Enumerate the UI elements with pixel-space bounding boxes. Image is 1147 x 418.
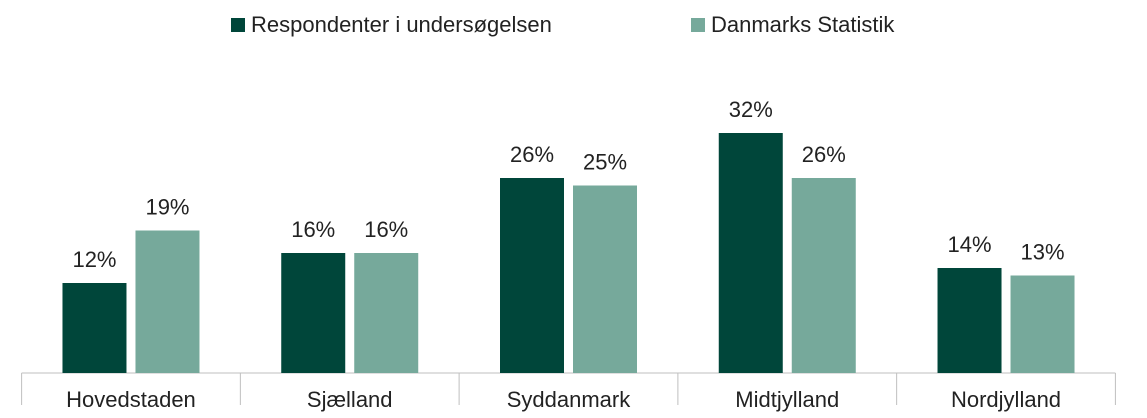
value-label: 14% [947, 232, 991, 257]
value-label: 19% [145, 194, 189, 219]
value-label: 12% [72, 247, 116, 272]
x-tick-label: Nordjylland [951, 387, 1061, 412]
legend-label: Respondenter i undersøgelsen [251, 12, 552, 37]
value-label: 16% [291, 217, 335, 242]
legend-swatch [231, 18, 245, 32]
bar [791, 178, 856, 373]
x-tick-label: Syddanmark [507, 387, 632, 412]
bar [937, 268, 1002, 373]
bar [135, 230, 200, 373]
value-label: 26% [802, 142, 846, 167]
bar [718, 133, 783, 373]
bar [1010, 275, 1075, 373]
bar [281, 253, 346, 373]
bar [573, 185, 637, 373]
x-tick-label: Hovedstaden [66, 387, 196, 412]
value-label: 13% [1020, 239, 1064, 264]
legend-swatch [691, 18, 705, 32]
bar [500, 178, 564, 373]
value-label: 32% [729, 97, 773, 122]
bar [62, 283, 127, 373]
x-tick-label: Sjælland [307, 387, 393, 412]
bar [354, 253, 419, 373]
value-label: 26% [510, 142, 554, 167]
value-label: 25% [583, 149, 627, 174]
value-label: 16% [364, 217, 408, 242]
legend-label: Danmarks Statistik [711, 12, 895, 37]
x-tick-label: Midtjylland [735, 387, 839, 412]
